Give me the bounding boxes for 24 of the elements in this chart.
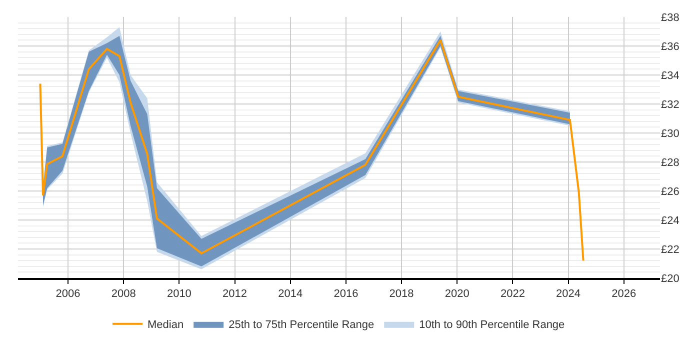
x-tick-label: 2006 <box>56 288 80 300</box>
y-tick-label: £24 <box>661 214 680 227</box>
x-tick-label: 2016 <box>334 288 358 300</box>
y-tick-label: £36 <box>661 40 680 53</box>
y-tick-label: £28 <box>661 156 680 169</box>
x-tick-label: 2014 <box>278 288 303 300</box>
y-tick-label: £26 <box>661 186 680 198</box>
x-tick-label: 2018 <box>389 288 414 300</box>
x-tick-label: 2012 <box>222 288 248 300</box>
y-tick-label: £30 <box>661 128 680 140</box>
y-tick-label: £32 <box>661 98 680 111</box>
legend-label: Median <box>148 319 184 332</box>
y-tick-label: £34 <box>661 70 680 82</box>
y-tick-label: £38 <box>661 12 680 24</box>
y-tick-label: £20 <box>661 272 680 285</box>
x-tick-label: 2022 <box>500 288 525 300</box>
x-tick-label: 2024 <box>556 288 581 300</box>
x-tick-label: 2008 <box>111 288 136 300</box>
x-tick-label: 2020 <box>444 288 470 300</box>
y-tick-label: £22 <box>661 244 680 256</box>
x-tick-label: 2026 <box>612 288 636 300</box>
legend-label: 25th to 75th Percentile Range <box>228 319 374 332</box>
legend-label: 10th to 90th Percentile Range <box>419 319 565 332</box>
x-tick-label: 2010 <box>166 288 192 300</box>
